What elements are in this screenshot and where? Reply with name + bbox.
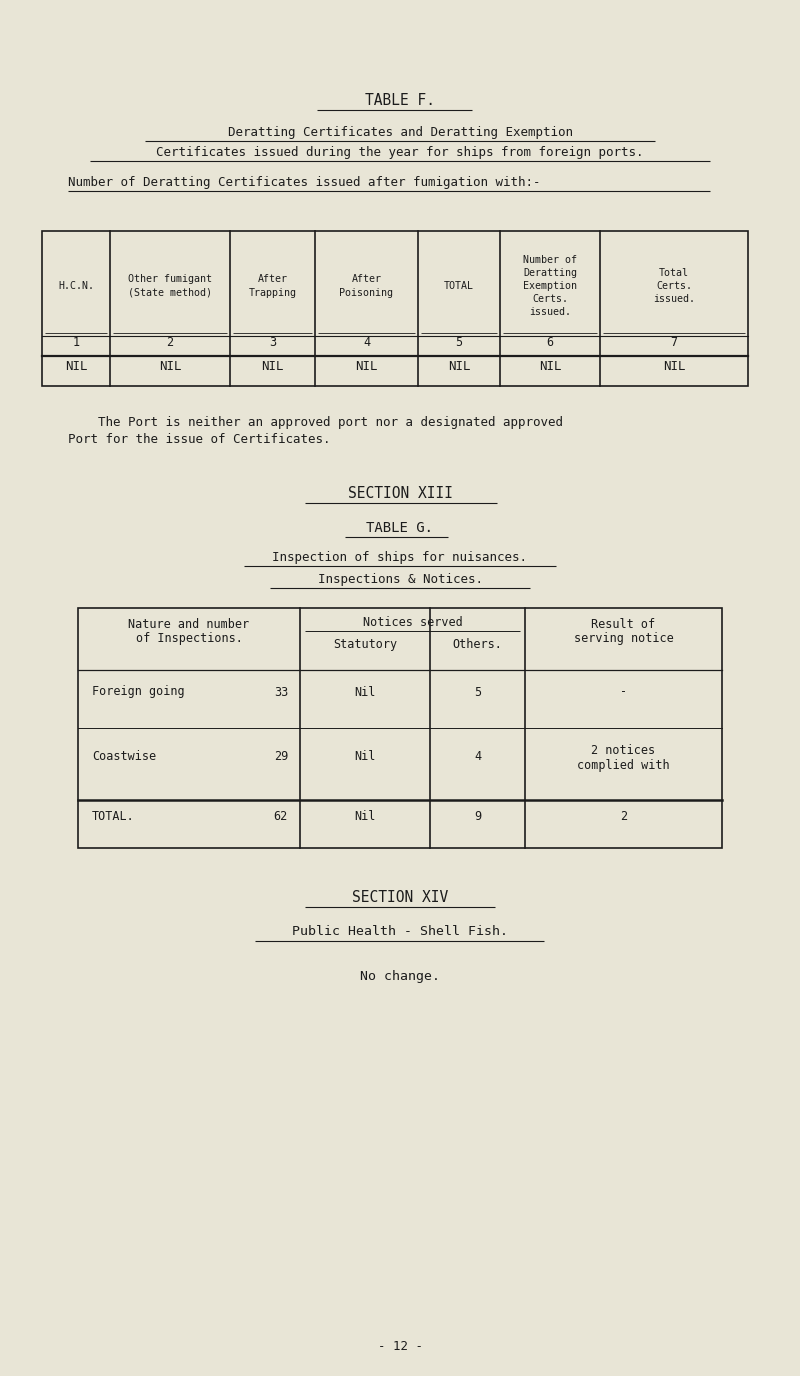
Bar bbox=[42, 231, 748, 387]
Text: 7: 7 bbox=[670, 336, 678, 348]
Text: (State method): (State method) bbox=[128, 288, 212, 297]
Text: 3: 3 bbox=[269, 336, 276, 348]
Text: Total: Total bbox=[659, 268, 689, 278]
Text: 2: 2 bbox=[166, 336, 174, 348]
Text: Port for the issue of Certificates.: Port for the issue of Certificates. bbox=[68, 433, 330, 446]
Text: serving notice: serving notice bbox=[574, 632, 674, 645]
Text: NIL: NIL bbox=[65, 361, 87, 373]
Text: SECTION XIV: SECTION XIV bbox=[352, 890, 448, 905]
Text: -: - bbox=[620, 685, 627, 699]
Text: Nil: Nil bbox=[354, 685, 376, 699]
Text: NIL: NIL bbox=[158, 361, 182, 373]
Text: 5: 5 bbox=[474, 685, 481, 699]
Text: Certificates issued during the year for ships from foreign ports.: Certificates issued during the year for … bbox=[156, 146, 644, 160]
Text: of Inspections.: of Inspections. bbox=[135, 632, 242, 645]
Text: H.C.N.: H.C.N. bbox=[58, 281, 94, 290]
Text: TOTAL: TOTAL bbox=[444, 281, 474, 290]
Text: No change.: No change. bbox=[360, 970, 440, 982]
Text: NIL: NIL bbox=[355, 361, 378, 373]
Text: Nil: Nil bbox=[354, 750, 376, 762]
Text: 33: 33 bbox=[274, 685, 288, 699]
Text: After: After bbox=[351, 274, 382, 285]
Text: Foreign going: Foreign going bbox=[92, 685, 185, 699]
Text: Number of Deratting Certificates issued after fumigation with:-: Number of Deratting Certificates issued … bbox=[68, 176, 541, 189]
Text: Nature and number: Nature and number bbox=[129, 618, 250, 632]
Text: Coastwise: Coastwise bbox=[92, 750, 156, 762]
Text: Exemption: Exemption bbox=[523, 281, 577, 290]
Text: NIL: NIL bbox=[538, 361, 562, 373]
Text: Poisoning: Poisoning bbox=[339, 288, 394, 297]
Text: Inspections & Notices.: Inspections & Notices. bbox=[318, 572, 482, 586]
Text: 4: 4 bbox=[474, 750, 481, 762]
Bar bbox=[78, 608, 722, 848]
Text: 6: 6 bbox=[546, 336, 554, 348]
Text: 62: 62 bbox=[274, 810, 288, 823]
Text: Number of: Number of bbox=[523, 255, 577, 266]
Text: issued.: issued. bbox=[653, 294, 695, 304]
Text: 2: 2 bbox=[620, 810, 627, 823]
Text: 9: 9 bbox=[474, 810, 481, 823]
Text: Notices served: Notices served bbox=[362, 616, 462, 629]
Text: Deratting Certificates and Deratting Exemption: Deratting Certificates and Deratting Exe… bbox=[227, 127, 573, 139]
Text: NIL: NIL bbox=[448, 361, 470, 373]
Text: NIL: NIL bbox=[662, 361, 686, 373]
Text: - 12 -: - 12 - bbox=[378, 1340, 422, 1353]
Text: 5: 5 bbox=[455, 336, 462, 348]
Text: complied with: complied with bbox=[577, 760, 670, 772]
Text: Deratting: Deratting bbox=[523, 268, 577, 278]
Text: Public Health - Shell Fish.: Public Health - Shell Fish. bbox=[292, 925, 508, 938]
Text: 1: 1 bbox=[73, 336, 79, 348]
Text: Trapping: Trapping bbox=[249, 288, 297, 297]
Text: Result of: Result of bbox=[591, 618, 655, 632]
Text: SECTION XIII: SECTION XIII bbox=[347, 486, 453, 501]
Text: After: After bbox=[258, 274, 287, 285]
Text: The Port is neither an approved port nor a designated approved: The Port is neither an approved port nor… bbox=[68, 416, 563, 429]
Text: Statutory: Statutory bbox=[333, 638, 397, 651]
Text: Nil: Nil bbox=[354, 810, 376, 823]
Text: Inspection of ships for nuisances.: Inspection of ships for nuisances. bbox=[273, 550, 527, 564]
Text: Other fumigant: Other fumigant bbox=[128, 274, 212, 285]
Text: Certs.: Certs. bbox=[532, 294, 568, 304]
Text: 29: 29 bbox=[274, 750, 288, 762]
Text: Others.: Others. bbox=[453, 638, 502, 651]
Text: TOTAL.: TOTAL. bbox=[92, 810, 134, 823]
Text: TABLE G.: TABLE G. bbox=[366, 522, 434, 535]
Text: issued.: issued. bbox=[529, 307, 571, 316]
Text: 4: 4 bbox=[363, 336, 370, 348]
Text: TABLE F.: TABLE F. bbox=[365, 94, 435, 107]
Text: NIL: NIL bbox=[262, 361, 284, 373]
Text: Certs.: Certs. bbox=[656, 281, 692, 290]
Text: 2 notices: 2 notices bbox=[591, 743, 655, 757]
